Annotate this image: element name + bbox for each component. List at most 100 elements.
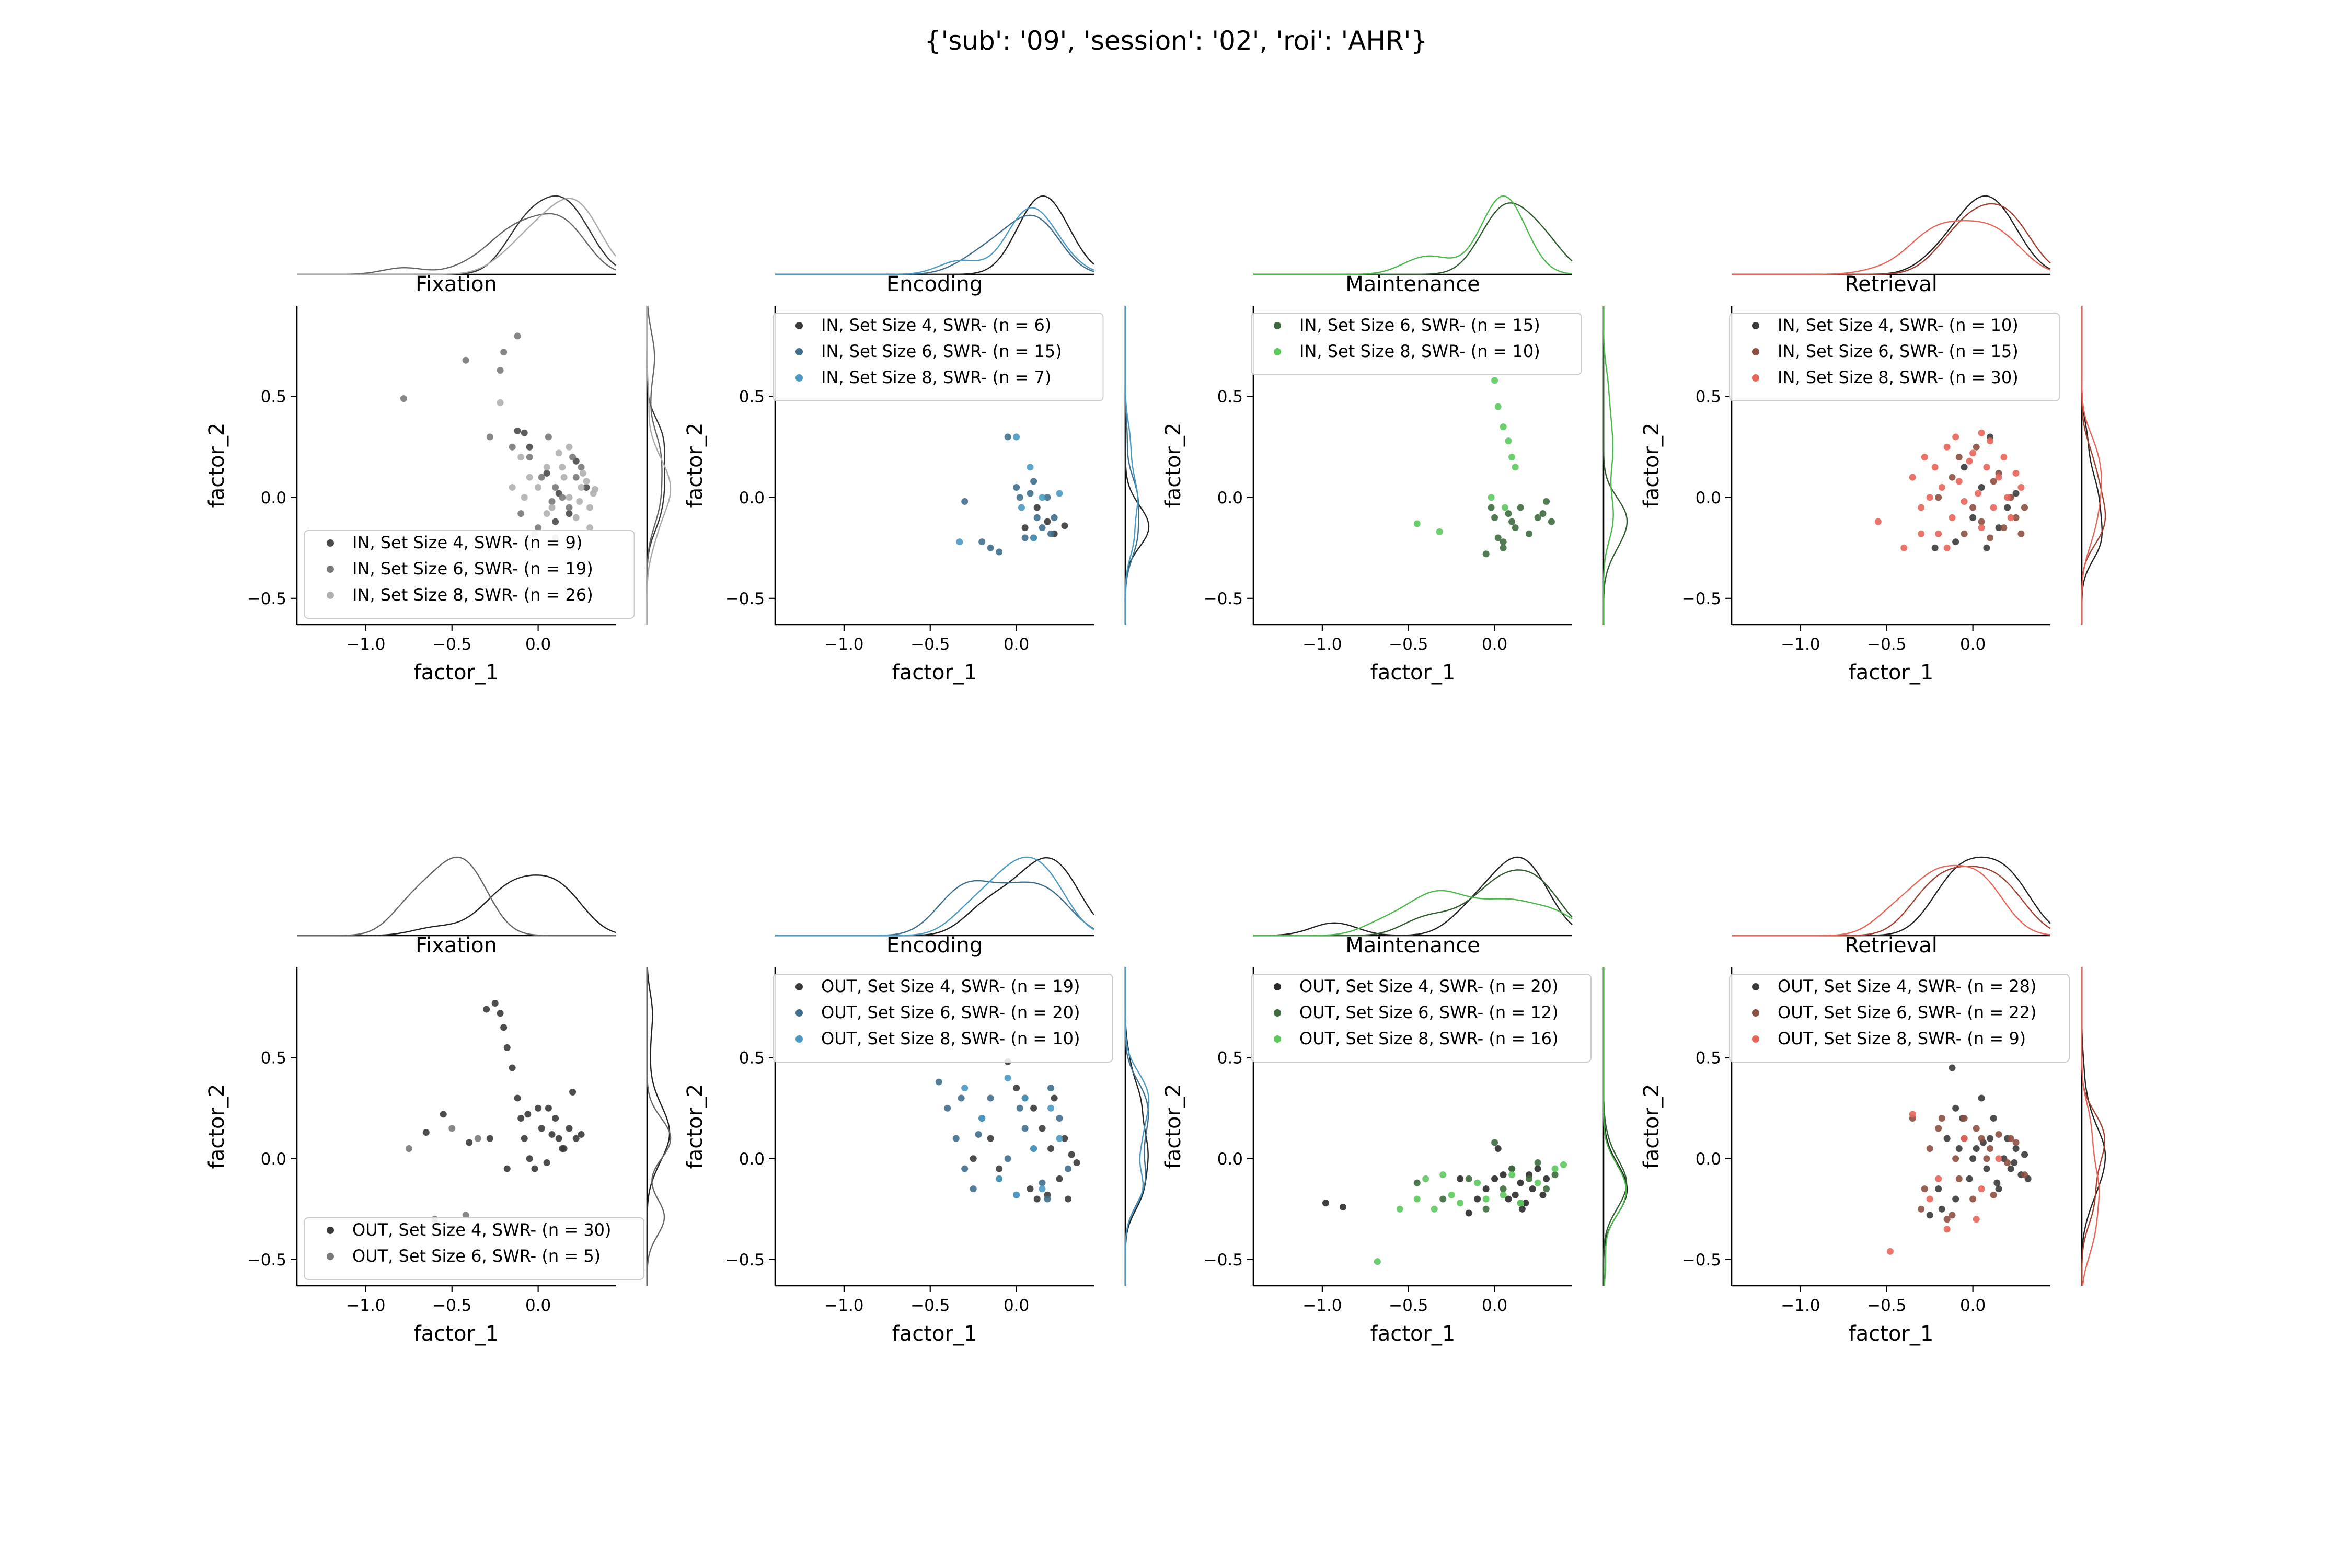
legend-frame [773, 313, 1104, 401]
scatter-point [1500, 538, 1507, 546]
scatter-point [1465, 1175, 1472, 1182]
legend-frame [304, 1217, 644, 1280]
marginal-x-kde [297, 195, 616, 275]
scatter-point [517, 454, 525, 461]
x-tick-label: −0.5 [1389, 635, 1428, 654]
series-0 [514, 427, 590, 525]
scatter-point [1021, 534, 1029, 541]
marginal-x-kde [1732, 856, 2051, 937]
scatter-point [566, 494, 573, 501]
scatter-point [548, 504, 556, 511]
legend-frame [304, 530, 635, 619]
series-0 [1931, 433, 2020, 551]
kde-curve-y [2081, 967, 2100, 1286]
subplot-0-1: Encoding −1.0 −0.5 0.0 −0.5 0.0 0.5 factor_1 fac… [683, 195, 1150, 685]
y-tick-label: −0.5 [1204, 590, 1243, 608]
scatter-point [1935, 1185, 1942, 1193]
subplot-1-0: Fixation −1.0 −0.5 0.0 −0.5 0.0 0.5 factor_1 fac… [205, 856, 672, 1346]
series-1 [400, 332, 585, 532]
y-axis-label: factor_2 [205, 1084, 229, 1169]
scatter-point [440, 1111, 447, 1118]
scatter-point [1969, 504, 1977, 511]
scatter-point [1422, 1175, 1429, 1182]
legend-entry: IN, Set Size 6, SWR- (n = 15) [821, 341, 1062, 361]
legend-entry: OUT, Set Size 6, SWR- (n = 20) [821, 1002, 1080, 1022]
scatter-point [2012, 1145, 2020, 1152]
scatter-point [1047, 530, 1055, 537]
scatter-point [1482, 1205, 1490, 1213]
marginal-x-kde [1253, 195, 1573, 275]
scatter-point [1983, 464, 1990, 471]
kde-curve-x [775, 214, 1094, 275]
scatter-point [1921, 454, 1928, 461]
legend-entry: IN, Set Size 4, SWR- (n = 6) [821, 315, 1051, 335]
subplot-title: Retrieval [1844, 933, 1938, 958]
y-tick-label: 0.5 [739, 388, 765, 407]
scatter-point [1500, 423, 1507, 431]
scatter-point [1056, 490, 1063, 497]
scatter-point [555, 1135, 562, 1142]
legend-frame [1251, 313, 1582, 375]
scatter-point [944, 1104, 951, 1112]
scatter-point [1494, 1145, 1502, 1152]
scatter-point [2017, 483, 2025, 491]
scatter-point [2012, 490, 2020, 497]
scatter-point [486, 1135, 493, 1142]
scatter-point [1560, 1161, 1567, 1168]
x-tick-label: −1.0 [824, 635, 863, 654]
scatter-point [1517, 1179, 1524, 1186]
scatter-point [1926, 1212, 1933, 1219]
scatter-point [1004, 433, 1011, 441]
scatter-point [552, 483, 559, 491]
legend: OUT, Set Size 4, SWR- (n = 20) OUT, Set S… [1251, 974, 1592, 1063]
x-tick-label: −0.5 [910, 1296, 950, 1315]
scatter-point [1995, 474, 2002, 481]
y-tick-label: −0.5 [247, 590, 286, 608]
scatter-point [569, 1088, 577, 1096]
scatter-point [545, 433, 552, 441]
subplot-title: Encoding [886, 272, 983, 296]
scatter-point [1457, 1200, 1464, 1207]
scatter-point [1539, 510, 1547, 517]
y-tick-label: −0.5 [1682, 1251, 1721, 1270]
scatter-point [1935, 1175, 1942, 1182]
scatter-point [1969, 1155, 1977, 1162]
scatter-point [1016, 1104, 1023, 1112]
scatter-point [970, 1185, 977, 1193]
legend-entry: IN, Set Size 6, SWR- (n = 15) [1299, 315, 1540, 335]
scatter-point [1955, 1175, 1963, 1182]
scatter-point [1056, 1175, 1063, 1182]
scatter-point [579, 469, 586, 477]
y-tick-label: 0.5 [1696, 1049, 1721, 1068]
scatter-point [1065, 1165, 1072, 1172]
scatter-point [2007, 1135, 2014, 1142]
scatter-point [1374, 1258, 1381, 1265]
scatter-point [1030, 478, 1037, 485]
subplot-1-1: Encoding −1.0 −0.5 0.0 −0.5 0.0 0.5 factor_1 fac… [683, 856, 1150, 1346]
series-1 [1909, 1115, 2028, 1223]
marginal-y-kde [1602, 967, 1628, 1286]
scatter-point [566, 443, 573, 451]
y-tick-label: 0.5 [261, 388, 286, 407]
scatter-point [1027, 1185, 1034, 1193]
scatter-point [956, 538, 963, 546]
legend-entry: OUT, Set Size 4, SWR- (n = 28) [1778, 976, 2037, 996]
scatter-point [1534, 1159, 1541, 1166]
kde-curve-y [2081, 306, 2103, 625]
subplot-1-3: Retrieval −1.0 −0.5 0.0 −0.5 0.0 0.5 factor_1 fa… [1640, 856, 2106, 1346]
legend: IN, Set Size 4, SWR- (n = 9) IN, Set Size… [304, 530, 635, 619]
scatter-point [2007, 1165, 2014, 1172]
scatter-point [524, 1111, 532, 1118]
scatter-point [1448, 1191, 1455, 1198]
x-axis-label: factor_1 [1370, 661, 1456, 685]
scatter-point [975, 1131, 982, 1138]
legend-entry: IN, Set Size 6, SWR- (n = 19) [352, 559, 593, 579]
scatter-point [538, 1125, 545, 1132]
scatter-point [1505, 437, 1512, 445]
scatter-point [1874, 518, 1882, 525]
scatter-point [1413, 520, 1421, 527]
legend-marker [327, 592, 334, 599]
scatter-point [996, 1175, 1003, 1182]
scatter-point [1987, 534, 1994, 541]
